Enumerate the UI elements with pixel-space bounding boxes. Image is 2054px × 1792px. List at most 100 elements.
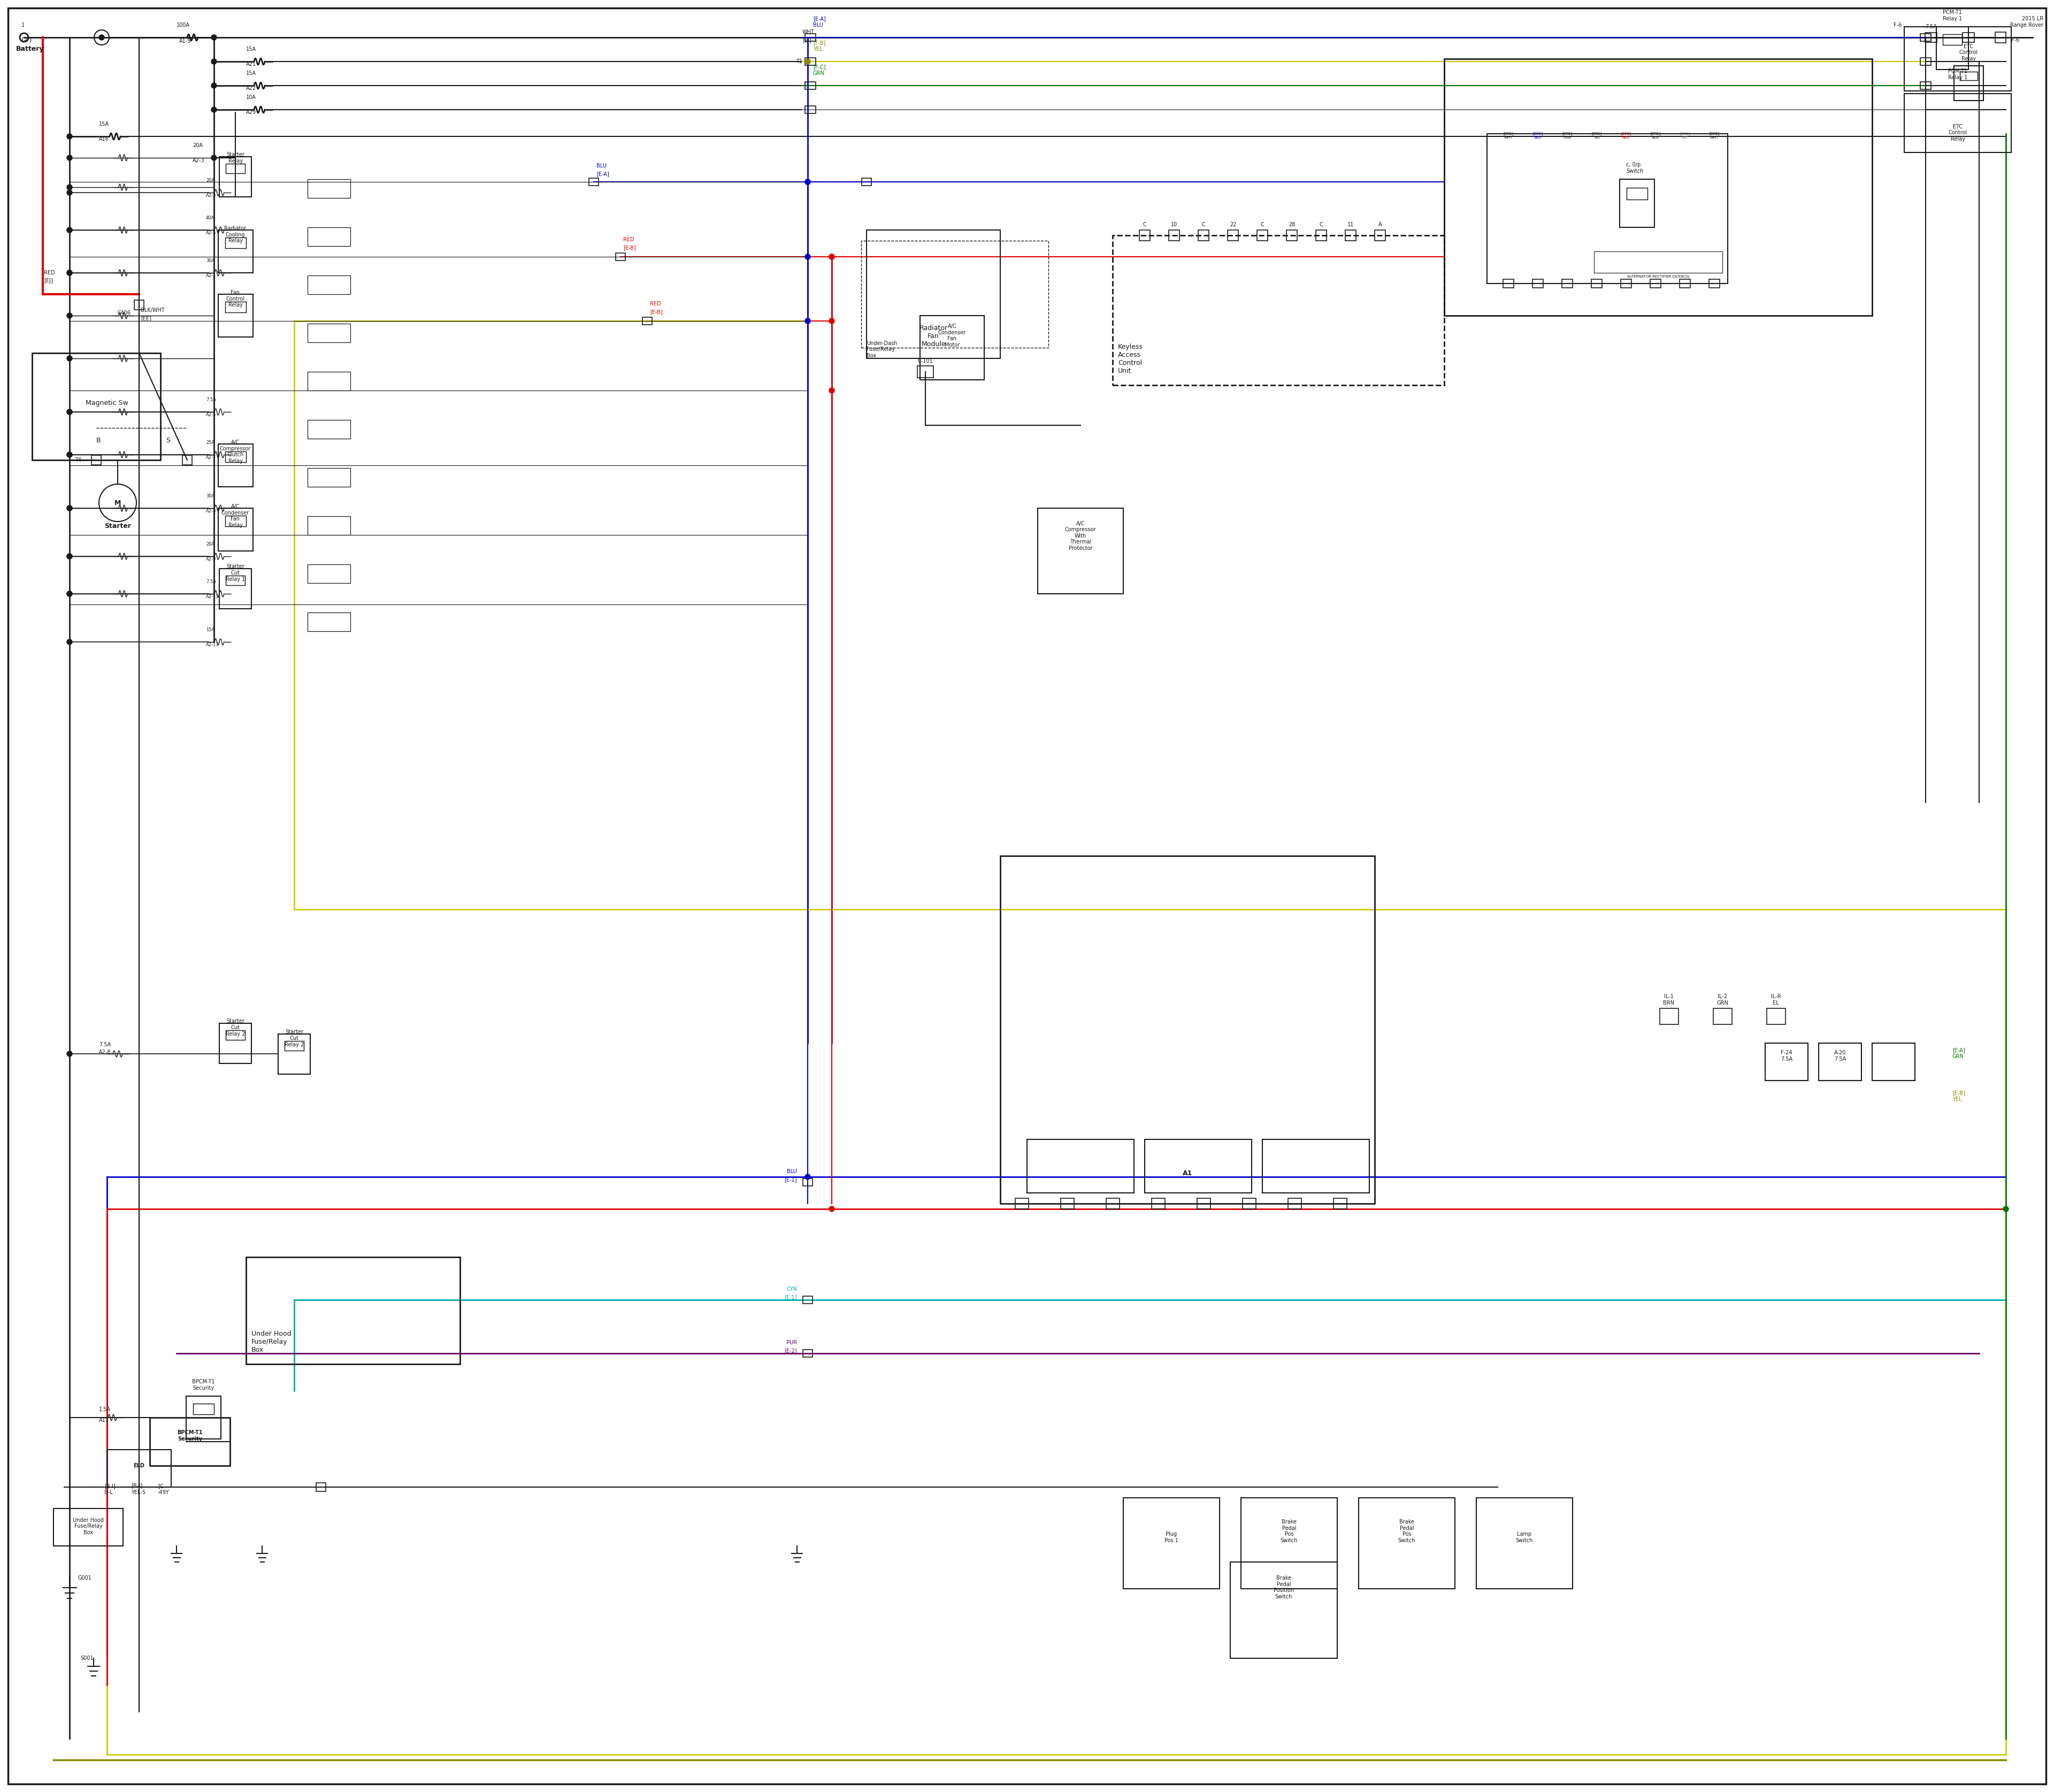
Text: [BRE]
WHT: [BRE] WHT	[1504, 133, 1514, 140]
Bar	[1660, 1009, 1678, 1025]
Text: 28: 28	[1288, 222, 1296, 228]
Bar	[1766, 1009, 1785, 1025]
Text: A2-17: A2-17	[205, 643, 220, 647]
Text: Starter
Relay: Starter Relay	[226, 152, 244, 163]
Circle shape	[68, 228, 72, 233]
Circle shape	[68, 591, 72, 597]
Bar	[1561, 280, 1573, 289]
Text: S001: S001	[80, 1656, 92, 1661]
Text: [EJ]: [EJ]	[43, 278, 53, 283]
Text: M: M	[115, 500, 121, 507]
Bar	[92, 455, 101, 464]
Bar	[1953, 66, 1982, 100]
Bar	[1230, 1563, 1337, 1658]
Bar	[308, 179, 351, 197]
Bar	[803, 1296, 813, 1303]
Text: 100A: 100A	[177, 23, 189, 29]
Circle shape	[830, 1206, 834, 1211]
Text: [E-B]: [E-B]	[649, 310, 663, 315]
Text: 15A: 15A	[246, 70, 257, 75]
Bar	[1649, 280, 1662, 289]
Text: Radiator
Fan
Module: Radiator Fan Module	[920, 324, 947, 348]
Circle shape	[805, 59, 811, 65]
Bar	[1920, 57, 1931, 65]
Bar	[863, 177, 871, 186]
Bar	[805, 57, 815, 65]
Text: A1: A1	[1183, 1170, 1193, 1177]
Text: T4: T4	[74, 457, 82, 462]
Circle shape	[830, 387, 834, 392]
Bar	[277, 1034, 310, 1073]
Text: A1-5: A1-5	[179, 38, 191, 43]
Bar	[1263, 1140, 1370, 1193]
Bar	[53, 1509, 123, 1546]
Bar	[1504, 280, 1514, 289]
Bar	[226, 163, 244, 174]
Bar	[1619, 179, 1653, 228]
Bar	[643, 317, 651, 324]
Text: Brake
Pedal
Position
Switch: Brake Pedal Position Switch	[1273, 1575, 1294, 1600]
Text: A: A	[1378, 222, 1382, 228]
Text: BLK/WHT: BLK/WHT	[140, 308, 164, 314]
Text: BLU: BLU	[596, 163, 606, 168]
Text: A29: A29	[246, 109, 257, 115]
Text: Plug
Pos 1: Plug Pos 1	[1165, 1532, 1179, 1543]
Text: PCM-T1
Relay 1: PCM-T1 Relay 1	[1947, 68, 1968, 81]
Circle shape	[805, 179, 811, 185]
Text: [E-A]: [E-A]	[596, 172, 610, 177]
Circle shape	[68, 554, 72, 559]
Bar	[803, 1179, 813, 1186]
Bar	[1621, 280, 1631, 289]
Text: A21: A21	[246, 61, 257, 66]
Text: 20A: 20A	[193, 143, 203, 149]
Text: IL-R
EL: IL-R EL	[1771, 995, 1781, 1005]
Text: 15A: 15A	[246, 47, 257, 52]
Text: A/C
Compressor
With
Thermal
Protector: A/C Compressor With Thermal Protector	[1064, 521, 1097, 550]
Text: [EE]: [EE]	[140, 315, 152, 321]
Bar	[1144, 1140, 1251, 1193]
Bar	[1197, 229, 1210, 240]
Circle shape	[2003, 1206, 2009, 1211]
Circle shape	[68, 505, 72, 511]
Text: A2-1: A2-1	[205, 274, 216, 278]
Text: Lamp
Switch: Lamp Switch	[1516, 1532, 1532, 1543]
Circle shape	[830, 319, 834, 324]
Text: [F-C]
GRN: [F-C] GRN	[813, 65, 826, 75]
Bar	[1345, 229, 1356, 240]
Text: Brake
Pedal
Pos
Switch: Brake Pedal Pos Switch	[1399, 1520, 1415, 1543]
Text: 2015 LR
Range Rover: 2015 LR Range Rover	[2011, 16, 2044, 27]
Text: C: C	[1202, 222, 1206, 228]
Bar	[1288, 1199, 1300, 1210]
Circle shape	[68, 190, 72, 195]
Text: C406: C406	[117, 310, 131, 315]
Bar	[226, 516, 246, 527]
Bar	[805, 34, 815, 41]
Text: [E-B]: [E-B]	[622, 246, 637, 251]
Bar	[286, 1041, 304, 1050]
Bar	[150, 1417, 230, 1466]
Text: A-20
7.5A: A-20 7.5A	[1834, 1050, 1847, 1063]
Bar	[308, 613, 351, 631]
Bar	[1818, 1043, 1861, 1081]
Circle shape	[68, 185, 72, 190]
Text: c, 0/p
Switch: c, 0/p Switch	[1627, 163, 1643, 174]
Bar	[308, 324, 351, 342]
Circle shape	[212, 34, 216, 39]
Bar	[1140, 229, 1150, 240]
Bar	[1920, 34, 1931, 41]
Bar	[1871, 1043, 1914, 1081]
Bar	[1197, 1199, 1210, 1210]
Circle shape	[68, 271, 72, 276]
Bar	[803, 1349, 813, 1357]
Text: Starter
Cut
Relay 2: Starter Cut Relay 2	[283, 1029, 304, 1047]
Bar	[1904, 27, 2011, 91]
Bar	[218, 444, 253, 487]
Circle shape	[68, 409, 72, 414]
Text: 15A: 15A	[99, 122, 109, 127]
Bar	[1333, 1199, 1347, 1210]
Text: [E-A]
BLU: [E-A] BLU	[813, 16, 826, 29]
Text: A22: A22	[246, 86, 257, 91]
Text: Under Hood
Fuse/Relay
Box: Under Hood Fuse/Relay Box	[251, 1330, 292, 1353]
Bar	[107, 1450, 170, 1487]
Bar	[308, 228, 351, 246]
